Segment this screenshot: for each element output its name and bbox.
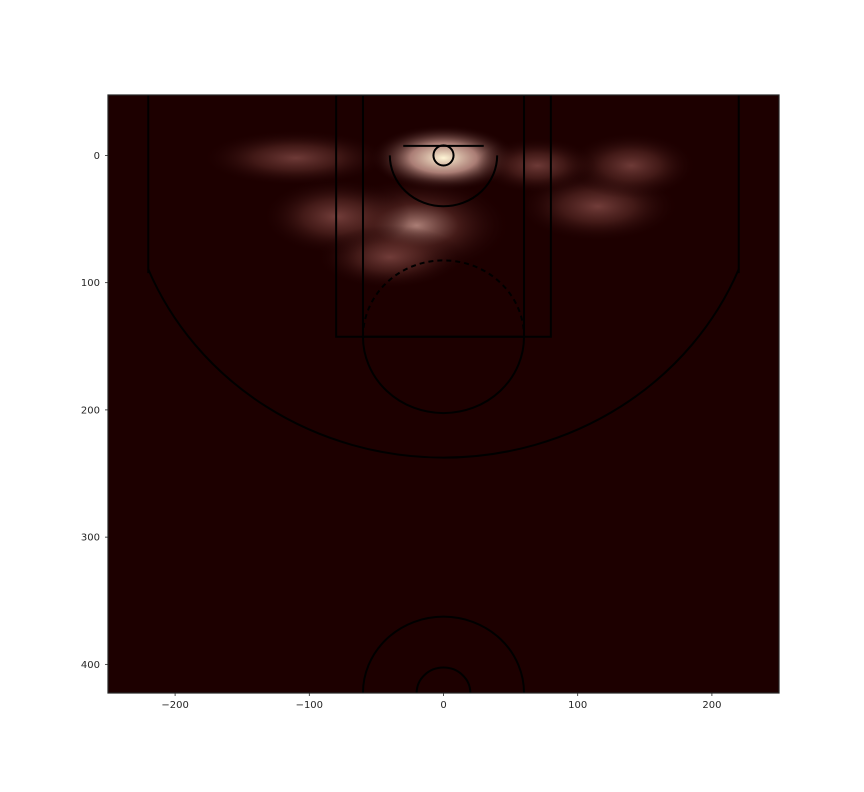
y-tick-label: 200 xyxy=(81,405,100,416)
density-blob xyxy=(566,132,696,199)
center-court-inner-arc xyxy=(415,666,472,693)
density-blob xyxy=(316,225,464,290)
y-tick-label: 0 xyxy=(94,151,100,162)
y-tick-label: 100 xyxy=(81,278,100,289)
x-tick-label: 200 xyxy=(702,700,721,711)
paint-inner-box xyxy=(361,95,526,338)
density-blob xyxy=(201,129,390,186)
center-court-outer-arc xyxy=(361,615,526,693)
free-throw-arc-top xyxy=(361,259,526,337)
x-axis: −200 −100 0 100 200 xyxy=(161,693,721,711)
density-blob xyxy=(477,137,598,194)
x-tick-label: 0 xyxy=(440,700,446,711)
court-overlay xyxy=(147,95,740,693)
x-tick-label: 100 xyxy=(568,700,587,711)
y-tick-label: 300 xyxy=(81,533,100,544)
three-point-arc xyxy=(147,268,740,459)
y-axis: 0 100 200 300 400 xyxy=(81,151,108,671)
y-tick-label: 400 xyxy=(81,660,100,671)
density-layer xyxy=(201,124,696,290)
x-tick-label: −100 xyxy=(296,700,323,711)
restricted-area-arc xyxy=(388,155,499,208)
free-throw-arc-bottom xyxy=(361,336,526,415)
plot-area xyxy=(107,94,780,694)
x-tick-label: −200 xyxy=(161,700,188,711)
